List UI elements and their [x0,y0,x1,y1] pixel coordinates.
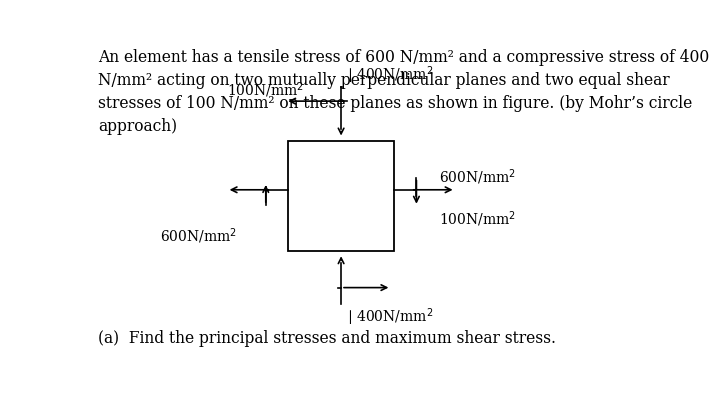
Text: 600N/mm$^2$: 600N/mm$^2$ [160,226,237,246]
Text: 600N/mm$^2$: 600N/mm$^2$ [438,167,516,187]
Text: An element has a tensile stress of 600 N/mm² and a compressive stress of 400
N/m: An element has a tensile stress of 600 N… [99,49,710,135]
Bar [288,141,394,251]
Text: $\mid$400N/mm$^2$: $\mid$400N/mm$^2$ [344,307,433,328]
Text: 100N/mm$^2$: 100N/mm$^2$ [227,80,304,100]
Text: (a)  Find the principal stresses and maximum shear stress.: (a) Find the principal stresses and maxi… [99,330,557,347]
Text: $\mid$400N/mm$^2$: $\mid$400N/mm$^2$ [344,64,433,86]
Text: 100N/mm$^2$: 100N/mm$^2$ [438,210,516,229]
